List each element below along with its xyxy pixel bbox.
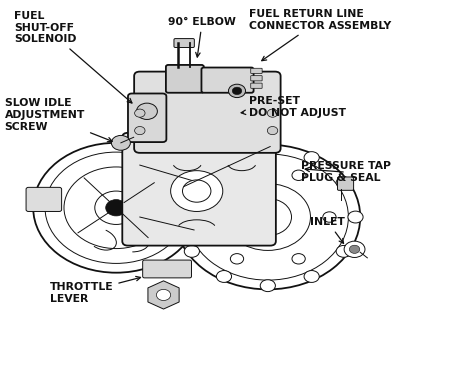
FancyBboxPatch shape: [174, 39, 194, 47]
Circle shape: [304, 152, 319, 164]
Circle shape: [230, 254, 244, 264]
FancyBboxPatch shape: [251, 76, 262, 81]
Circle shape: [200, 212, 213, 222]
Circle shape: [344, 241, 365, 257]
FancyBboxPatch shape: [122, 133, 276, 246]
Circle shape: [173, 211, 188, 223]
Circle shape: [95, 191, 137, 224]
Text: INLET: INLET: [310, 217, 346, 243]
Circle shape: [267, 109, 278, 117]
Circle shape: [156, 289, 171, 301]
Circle shape: [228, 84, 246, 98]
Circle shape: [292, 170, 305, 180]
Circle shape: [216, 270, 231, 282]
Circle shape: [137, 103, 157, 119]
FancyBboxPatch shape: [26, 187, 62, 211]
Text: SLOW IDLE
ADJUSTMENT
SCREW: SLOW IDLE ADJUSTMENT SCREW: [5, 98, 112, 142]
FancyBboxPatch shape: [143, 260, 191, 278]
Circle shape: [260, 280, 275, 292]
FancyBboxPatch shape: [201, 68, 254, 93]
Circle shape: [267, 127, 278, 135]
Text: FUEL RETURN LINE
CONNECTOR ASSEMBLY: FUEL RETURN LINE CONNECTOR ASSEMBLY: [249, 9, 391, 61]
Text: 90° ELBOW: 90° ELBOW: [168, 17, 236, 57]
FancyBboxPatch shape: [337, 177, 354, 190]
Circle shape: [111, 135, 130, 150]
Text: THROTTLE
LEVER: THROTTLE LEVER: [50, 276, 140, 303]
FancyBboxPatch shape: [166, 65, 204, 93]
Circle shape: [135, 127, 145, 135]
FancyBboxPatch shape: [251, 83, 262, 88]
Circle shape: [336, 246, 351, 257]
Text: FUEL
SHUT-OFF
SOLENOID: FUEL SHUT-OFF SOLENOID: [14, 11, 132, 103]
Circle shape: [323, 212, 336, 222]
Circle shape: [135, 109, 145, 117]
Circle shape: [292, 254, 305, 264]
Circle shape: [184, 177, 200, 189]
Circle shape: [304, 270, 319, 282]
Circle shape: [230, 170, 244, 180]
Circle shape: [171, 171, 223, 211]
Circle shape: [348, 211, 363, 223]
Circle shape: [106, 200, 127, 216]
Circle shape: [184, 246, 200, 257]
Text: PRE-SET
DO NOT ADJUST: PRE-SET DO NOT ADJUST: [241, 96, 346, 118]
Circle shape: [260, 142, 275, 154]
Text: PRESSURE TAP
PLUG & SEAL: PRESSURE TAP PLUG & SEAL: [301, 161, 391, 183]
Circle shape: [336, 177, 351, 189]
Circle shape: [232, 87, 242, 95]
FancyBboxPatch shape: [134, 72, 281, 153]
Circle shape: [216, 152, 231, 164]
Circle shape: [349, 245, 360, 253]
FancyBboxPatch shape: [128, 93, 166, 142]
FancyBboxPatch shape: [251, 68, 262, 73]
